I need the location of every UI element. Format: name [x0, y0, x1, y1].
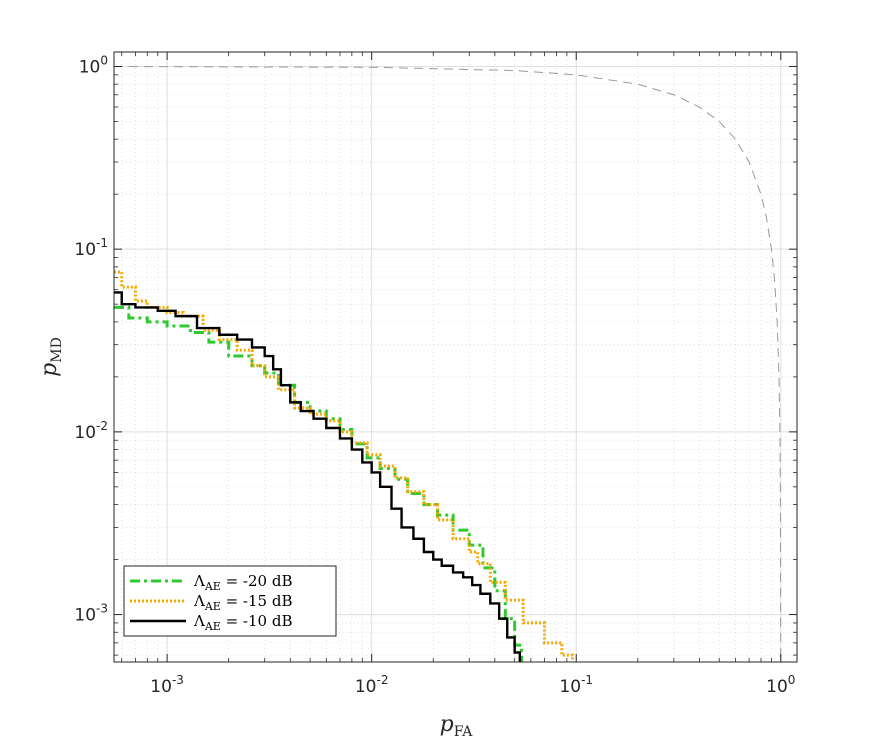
x-tick-base: 10: [150, 677, 172, 697]
x-tick-exponent: -3: [172, 673, 184, 687]
y-tick-label: 10-1: [74, 236, 108, 260]
legend-symbol: Λ: [193, 612, 205, 630]
x-tick-label: 10-3: [150, 673, 184, 697]
series-line-3: [114, 66, 782, 662]
y-axis-subscript: MD: [49, 337, 65, 363]
x-axis-symbol: p: [440, 712, 454, 737]
x-tick-label: 10-1: [559, 673, 593, 697]
x-tick-labels: 10-3 10-2 10-1 100: [150, 673, 795, 697]
legend-value: = -20 dB: [221, 572, 293, 590]
legend-symbol: Λ: [193, 592, 205, 610]
y-tick-exponent: -3: [96, 602, 108, 616]
y-tick-label: 10-2: [74, 419, 108, 443]
legend-subscript: AE: [204, 580, 221, 593]
x-tick-label: 100: [766, 673, 795, 697]
y-tick-label: 10-3: [74, 602, 108, 626]
series-line-0: [114, 305, 523, 662]
y-axis-label: pMD: [37, 337, 65, 377]
legend-label: ΛAE = -15 dB: [193, 592, 292, 613]
tick-marks: [114, 52, 797, 662]
y-tick-base: 10: [74, 240, 96, 260]
legend-subscript: AE: [204, 600, 221, 613]
x-tick-base: 10: [559, 677, 581, 697]
x-axis-label: pFA: [440, 712, 474, 740]
x-tick-exponent: -2: [377, 673, 389, 687]
y-tick-base: 10: [74, 606, 96, 626]
y-tick-base: 10: [74, 423, 96, 443]
x-tick-label: 10-2: [355, 673, 389, 697]
legend-value: = -15 dB: [221, 592, 293, 610]
y-tick-label: 100: [79, 53, 108, 77]
legend-subscript: AE: [204, 620, 221, 633]
legend-label: ΛAE = -20 dB: [193, 572, 292, 593]
y-tick-exponent: 0: [100, 53, 108, 67]
y-axis-symbol: p: [37, 363, 62, 377]
minor-grid: [114, 52, 797, 662]
legend-label: ΛAE = -10 dB: [193, 612, 292, 633]
y-tick-exponent: -1: [96, 236, 108, 250]
x-tick-base: 10: [355, 677, 377, 697]
y-tick-base: 10: [79, 57, 101, 77]
series-layer: [114, 66, 782, 662]
plot-frame: [113, 51, 798, 663]
x-tick-exponent: -1: [581, 673, 593, 687]
legend-value: = -10 dB: [221, 612, 293, 630]
x-tick-exponent: 0: [788, 673, 796, 687]
x-tick-base: 10: [766, 677, 788, 697]
legend-symbol: Λ: [193, 572, 205, 590]
y-tick-exponent: -2: [96, 419, 108, 433]
x-axis-subscript: FA: [454, 724, 473, 740]
series-line-2: [114, 291, 522, 662]
